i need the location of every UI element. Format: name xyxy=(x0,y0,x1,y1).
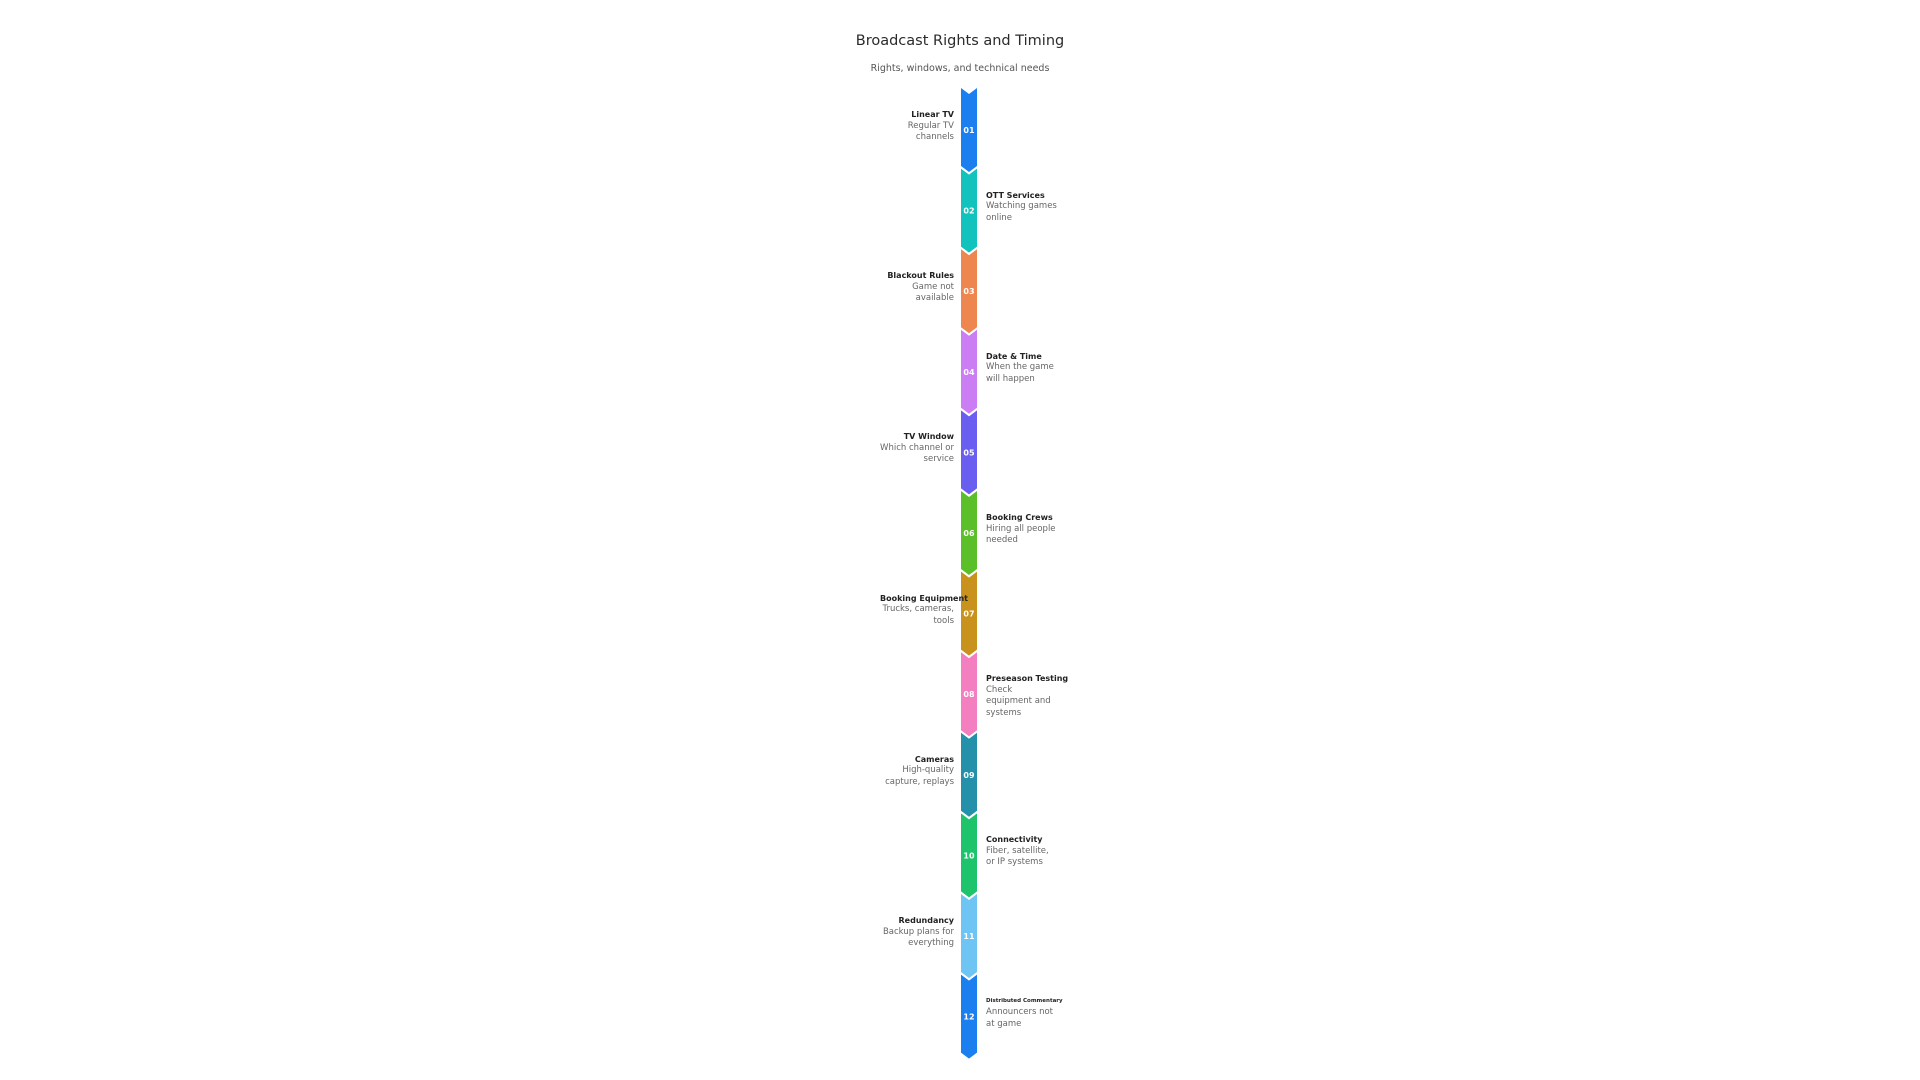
step-title: Redundancy xyxy=(898,916,954,925)
step-description: Fiber, satellite, or IP systems xyxy=(986,845,1049,868)
step-description: High-quality capture, replays xyxy=(885,765,954,787)
step-segment-10 xyxy=(961,813,977,898)
step-label-12: Distributed Commentary Announcers not at … xyxy=(986,996,1063,1031)
step-segment-05 xyxy=(961,410,977,495)
step-segment-04 xyxy=(961,329,977,414)
step-description: Which channel or service xyxy=(880,442,954,465)
step-number-08: 08 xyxy=(963,690,975,699)
step-title: Preseason Testing xyxy=(986,674,1069,684)
step-segment-12 xyxy=(961,974,977,1059)
step-description: When the game will happen xyxy=(986,362,1054,384)
step-number-02: 02 xyxy=(963,207,974,216)
step-title: Booking Equipment xyxy=(880,593,968,603)
step-segment-11 xyxy=(961,894,977,978)
step-label-04: Date & Time When the game will happen xyxy=(986,351,1060,386)
step-segment-07 xyxy=(961,571,977,656)
step-segment-06 xyxy=(961,491,977,575)
step-description: Backup plans for everything xyxy=(882,926,954,949)
step-title: Date & Time xyxy=(986,351,1042,361)
step-number-01: 01 xyxy=(963,126,975,135)
step-title: Connectivity xyxy=(986,835,1043,845)
step-segment-01 xyxy=(961,88,977,172)
step-label-11: Redundancy Backup plans for everything xyxy=(880,915,954,950)
step-description: Check equipment and systems xyxy=(986,684,1051,718)
step-title: Linear TV xyxy=(911,110,954,119)
step-title: TV Window xyxy=(903,432,954,442)
step-title: Booking Crews xyxy=(986,513,1053,522)
step-title: Distributed Commentary xyxy=(986,997,1063,1004)
step-number-10: 10 xyxy=(963,851,975,860)
step-label-01: Linear TV Regular TV channels xyxy=(880,109,954,144)
step-segment-08 xyxy=(961,652,977,737)
step-title: OTT Services xyxy=(986,190,1045,200)
step-number-06: 06 xyxy=(963,529,975,538)
step-label-07: Booking Equipment Trucks, cameras, tools xyxy=(880,593,968,628)
step-segment-09 xyxy=(961,732,977,817)
step-description: Watching games online xyxy=(986,201,1057,223)
step-label-10: Connectivity Fiber, satellite, or IP syst… xyxy=(986,834,1060,869)
step-segment-02 xyxy=(961,168,977,253)
step-description: Trucks, cameras, tools xyxy=(882,604,954,626)
step-description: Regular TV channels xyxy=(907,120,954,143)
step-label-09: Cameras High-quality capture, replays xyxy=(880,754,954,789)
step-label-05: TV Window Which channel or service xyxy=(880,431,954,466)
step-number-11: 11 xyxy=(963,932,975,941)
step-number-04: 04 xyxy=(963,368,975,377)
step-number-07: 07 xyxy=(963,610,974,619)
step-title: Cameras xyxy=(914,754,954,764)
step-label-03: Blackout Rules Game not available xyxy=(880,270,954,305)
step-number-09: 09 xyxy=(963,771,975,780)
diagram-title: Broadcast Rights and Timing xyxy=(855,33,1065,49)
step-description: Announcers not at game xyxy=(986,1007,1054,1029)
diagram-subtitle: Rights, windows, and technical needs xyxy=(870,63,1050,74)
step-description: Hiring all people needed xyxy=(986,523,1056,546)
step-label-06: Booking Crews Hiring all people needed xyxy=(986,512,1060,547)
step-title: Blackout Rules xyxy=(887,271,954,281)
step-label-02: OTT Services Watching games online xyxy=(986,190,1060,225)
step-label-08: Preseason Testing Check equipment and sys… xyxy=(986,673,1069,719)
step-number-03: 03 xyxy=(963,287,974,296)
step-segment-03 xyxy=(961,249,977,334)
step-number-12: 12 xyxy=(963,1013,974,1022)
step-number-05: 05 xyxy=(963,448,975,457)
step-description: Game not available xyxy=(912,281,954,304)
